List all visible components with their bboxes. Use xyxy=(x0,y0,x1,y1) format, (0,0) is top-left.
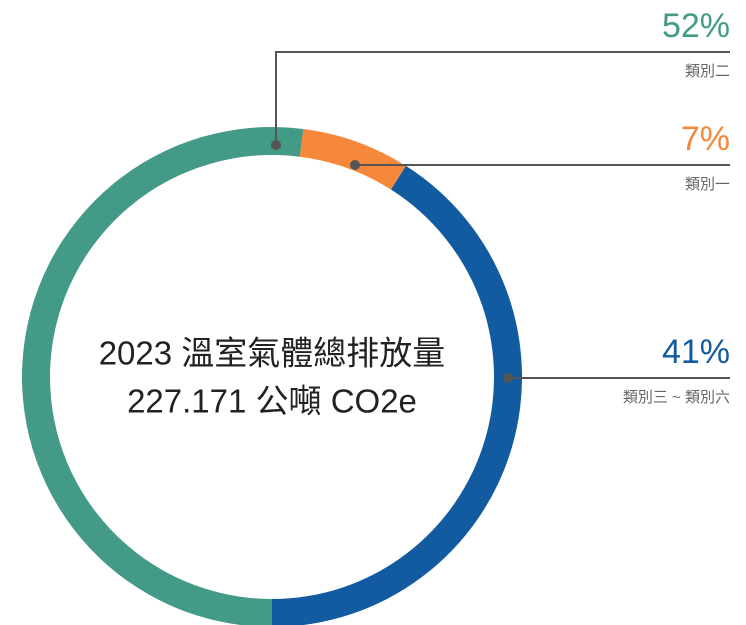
donut-segment xyxy=(272,165,522,625)
center-line-2: 227.171 公噸 CO2e xyxy=(127,383,417,420)
category-label: 類別三 ~ 類別六 xyxy=(623,389,730,406)
leader-dot xyxy=(503,373,513,383)
center-line-1: 2023 溫室氣體總排放量 xyxy=(99,335,446,372)
value-label: 41% xyxy=(662,333,730,371)
value-label: 52% xyxy=(662,7,730,45)
leader-line xyxy=(275,51,730,145)
leader-dot xyxy=(271,140,281,150)
leader-dot xyxy=(350,160,360,170)
value-label: 7% xyxy=(681,120,730,158)
donut-segment xyxy=(299,128,406,190)
category-label: 類別一 xyxy=(685,176,730,193)
donut-segment xyxy=(22,127,304,625)
category-label: 類別二 xyxy=(685,63,730,80)
